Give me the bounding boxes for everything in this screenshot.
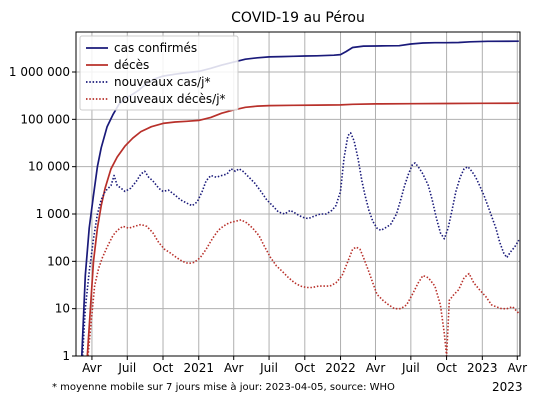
y-tick-label: 1 000 (36, 207, 70, 221)
legend: cas confirmés décès nouveaux cas/j* nouveau… (79, 35, 239, 111)
series-group (80, 40, 520, 357)
legend-box (79, 35, 239, 111)
series-line-1 (86, 102, 519, 357)
chart-title: COVID-19 au Pérou (231, 10, 365, 26)
legend-label-0: cas confirmés (114, 41, 197, 55)
footnote: * moyenne mobile sur 7 jours mise à jour… (52, 381, 395, 393)
x-tick-label: Avr (224, 361, 244, 375)
x-tick-label: 2022 (325, 361, 356, 375)
series-line-2 (81, 132, 520, 357)
y-tick-label: 100 000 (20, 112, 70, 126)
y-tick-label: 1 (62, 349, 70, 363)
legend-label-2: nouveaux cas/j* (114, 75, 211, 89)
legend-label-3: nouveaux décès/j* (114, 92, 226, 106)
x-tick-label: Juil (259, 361, 278, 375)
y-tick-label: 100 (47, 254, 70, 268)
y-tick-label: 10 000 (28, 160, 70, 174)
x-axis: Avr Juil Oct 2021 Avr Juil Oct 2022 Avr Juil Oct 20… (82, 356, 527, 375)
plot-frame (75, 31, 521, 357)
series-line-0 (80, 40, 519, 357)
x-tick-label: 2023 (467, 361, 498, 375)
x-tick-label: Oct (153, 361, 174, 375)
x-tick-label: Oct (436, 361, 457, 375)
series-line-3 (87, 219, 520, 357)
y-axis: 1 10 100 1 000 10 000 100 000 1 000 000 (9, 65, 76, 363)
x-axis-year-label: 2023 (492, 380, 523, 394)
x-tick-label: Avr (508, 361, 528, 375)
x-tick-label: Avr (366, 361, 386, 375)
x-tick-label: 2021 (183, 361, 214, 375)
x-tick-label: Avr (82, 361, 102, 375)
x-tick-label: Oct (294, 361, 315, 375)
x-tick-label: Juil (117, 361, 136, 375)
y-tick-label: 1 000 000 (9, 65, 70, 79)
x-tick-label: Juil (401, 361, 420, 375)
y-tick-label: 10 (55, 302, 70, 316)
legend-label-1: décès (114, 58, 149, 72)
